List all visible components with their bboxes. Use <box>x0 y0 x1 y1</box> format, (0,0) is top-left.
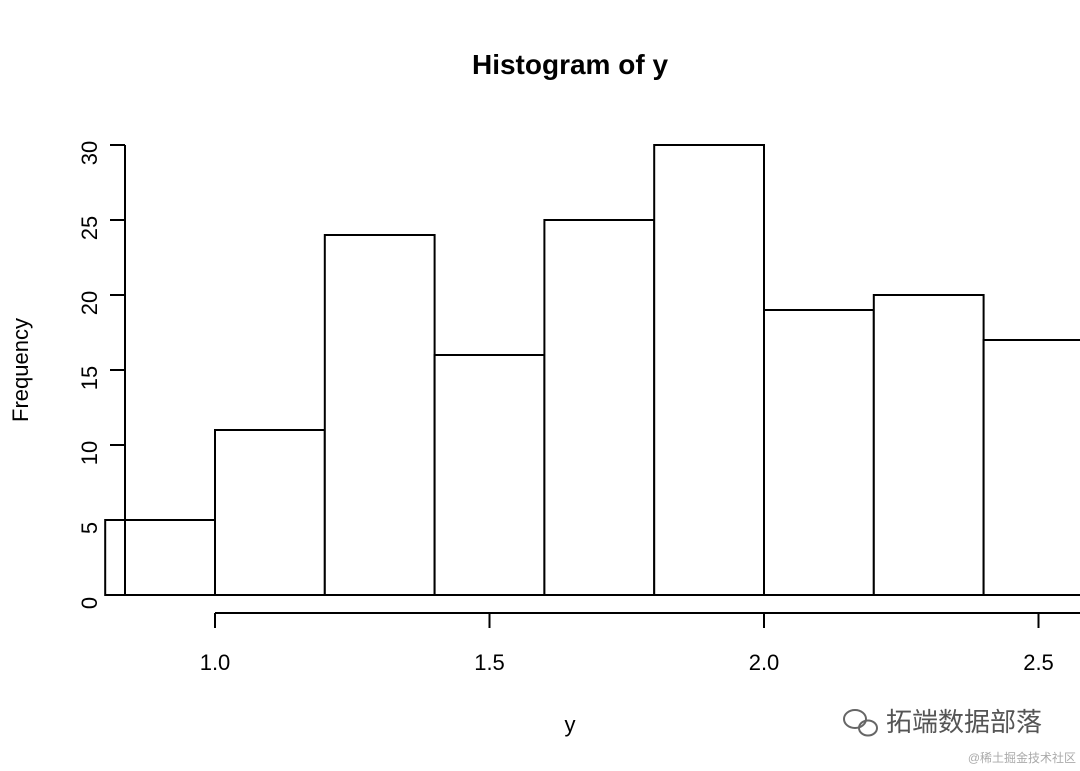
y-tick-label: 0 <box>77 597 102 609</box>
histogram-bar <box>872 294 985 596</box>
watermark-main-text: 拓端数据部落 <box>886 707 1042 737</box>
x-tick-label: 2.5 <box>1023 650 1054 675</box>
histogram-bar <box>982 339 1080 596</box>
histogram-bar <box>214 429 326 596</box>
bars-group <box>104 144 1080 596</box>
x-axis-label: y <box>565 712 576 737</box>
x-tick-label: 1.0 <box>200 650 231 675</box>
histogram-bar <box>763 309 875 596</box>
y-axis: 0 5 10 15 20 25 30 <box>77 141 126 609</box>
x-tick-label: 1.5 <box>474 650 505 675</box>
histogram-bar <box>653 144 766 596</box>
histogram-bar <box>104 519 216 596</box>
watermark: 拓端数据部落 @稀土掘金技术社区 <box>843 707 1076 765</box>
y-tick-label: 25 <box>77 216 102 240</box>
wechat-icon <box>843 709 878 737</box>
x-axis: 1.01.52.02.53.03.5 <box>200 612 1080 675</box>
watermark-sub-text: @稀土掘金技术社区 <box>968 750 1076 765</box>
y-tick-label: 15 <box>77 366 102 390</box>
histogram-bar <box>323 234 436 596</box>
y-tick-label: 20 <box>77 291 102 315</box>
chart-title: Histogram of y <box>472 49 668 80</box>
y-tick-label: 10 <box>77 441 102 465</box>
y-tick-label: 5 <box>77 522 102 534</box>
histogram-bar <box>543 219 656 596</box>
x-tick-label: 2.0 <box>749 650 780 675</box>
y-tick-label: 30 <box>77 141 102 165</box>
y-axis-label: Frequency <box>8 318 33 422</box>
histogram-bar <box>433 354 546 596</box>
